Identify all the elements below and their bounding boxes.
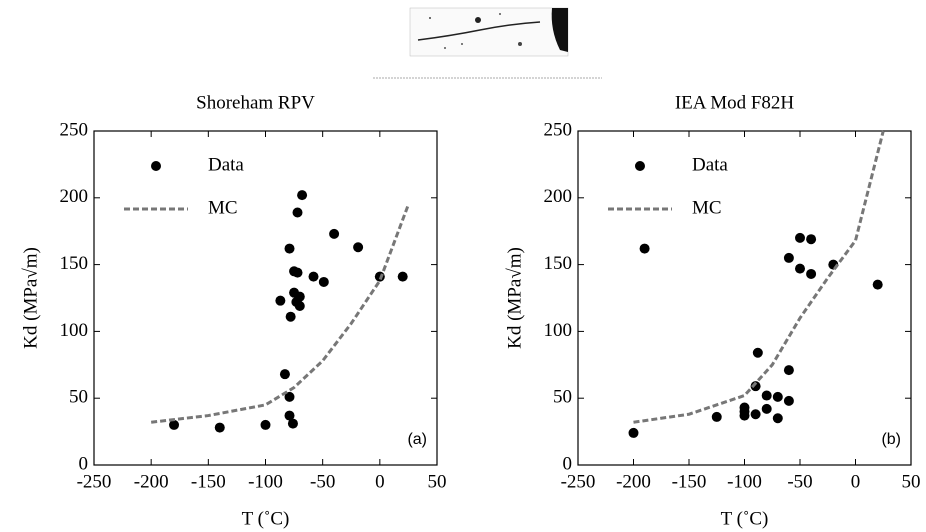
- x-axis-label: T (˚C): [721, 508, 769, 529]
- legend-swatch: [635, 161, 645, 171]
- x-tick-label: -150: [191, 471, 226, 492]
- y-tick-label: 100: [60, 320, 89, 341]
- y-tick-label: 50: [553, 387, 572, 408]
- data-point: [279, 369, 290, 380]
- data-point: [169, 419, 180, 430]
- data-point: [761, 403, 772, 414]
- data-point: [308, 271, 319, 282]
- x-tick-label: -150: [672, 471, 707, 492]
- x-tick-label: -100: [727, 471, 762, 492]
- legend-swatch: [151, 161, 161, 171]
- y-tick-label: 0: [563, 453, 573, 474]
- x-tick-label: -50: [787, 471, 812, 492]
- panel-title: IEA Mod F82H: [675, 92, 795, 113]
- data-point: [284, 243, 295, 254]
- y-tick-label: 200: [544, 186, 573, 207]
- panel-annotation: (b): [881, 431, 901, 448]
- x-axis-label: T (˚C): [242, 508, 290, 529]
- y-axis-label: Kd (MPa√m): [20, 247, 41, 349]
- data-point: [318, 276, 329, 287]
- data-point: [752, 347, 763, 358]
- data-point: [783, 365, 794, 376]
- legend-label: Data: [208, 154, 244, 175]
- y-tick-label: 100: [544, 320, 573, 341]
- data-point: [329, 228, 340, 239]
- y-tick-label: 150: [60, 253, 89, 274]
- y-axis-label: Kd (MPa√m): [504, 247, 525, 349]
- y-tick-label: 200: [60, 186, 89, 207]
- x-tick-label: -200: [616, 471, 651, 492]
- data-point: [284, 410, 295, 421]
- plot-frame: [93, 130, 438, 466]
- data-point: [287, 418, 298, 429]
- data-point: [397, 271, 408, 282]
- y-tick-label: 0: [79, 453, 89, 474]
- legend-label: MC: [692, 197, 722, 218]
- data-point: [750, 381, 761, 392]
- x-tick-label: 50: [902, 471, 921, 492]
- panel-title: Shoreham RPV: [196, 92, 315, 113]
- data-point: [214, 422, 225, 433]
- mc-curve: [633, 130, 885, 424]
- data-point: [353, 242, 364, 253]
- data-point: [739, 402, 750, 413]
- data-point: [772, 391, 783, 402]
- x-tick-label: -250: [77, 471, 112, 492]
- data-point: [284, 391, 295, 402]
- data-point: [783, 395, 794, 406]
- x-tick-label: 0: [375, 471, 385, 492]
- data-point: [292, 267, 303, 278]
- data-point: [872, 279, 883, 290]
- data-point: [297, 190, 308, 201]
- mc-curve: [150, 203, 410, 424]
- data-point: [806, 234, 817, 245]
- data-point: [783, 252, 794, 263]
- data-point: [260, 419, 271, 430]
- x-tick-label: 50: [428, 471, 447, 492]
- data-point: [761, 390, 772, 401]
- x-tick-label: 0: [851, 471, 861, 492]
- data-point: [795, 263, 805, 274]
- data-point: [806, 268, 817, 279]
- x-tick-label: -100: [248, 471, 283, 492]
- data-point: [750, 409, 761, 420]
- data-point: [294, 301, 305, 312]
- legend-label: Data: [692, 154, 728, 175]
- data-point: [292, 207, 303, 218]
- y-tick-label: 250: [544, 119, 573, 140]
- y-tick-label: 150: [544, 253, 573, 274]
- y-tick-label: 50: [69, 387, 88, 408]
- data-point: [285, 311, 296, 322]
- data-point: [294, 291, 305, 302]
- data-point: [711, 411, 722, 422]
- data-point: [772, 413, 783, 424]
- x-tick-label: -250: [561, 471, 596, 492]
- panel-annotation: (a): [407, 431, 427, 448]
- specimen-image: [373, 7, 602, 79]
- data-point: [628, 427, 639, 438]
- x-tick-label: -200: [134, 471, 169, 492]
- legend-label: MC: [208, 197, 238, 218]
- data-point: [795, 232, 805, 243]
- data-point: [639, 243, 650, 254]
- y-tick-label: 250: [60, 119, 89, 140]
- x-tick-label: -50: [310, 471, 335, 492]
- data-point: [275, 295, 286, 306]
- panel: Shoreham RPV T (˚C) Kd (MPa√m) (a) -250 -200 -…: [20, 92, 446, 529]
